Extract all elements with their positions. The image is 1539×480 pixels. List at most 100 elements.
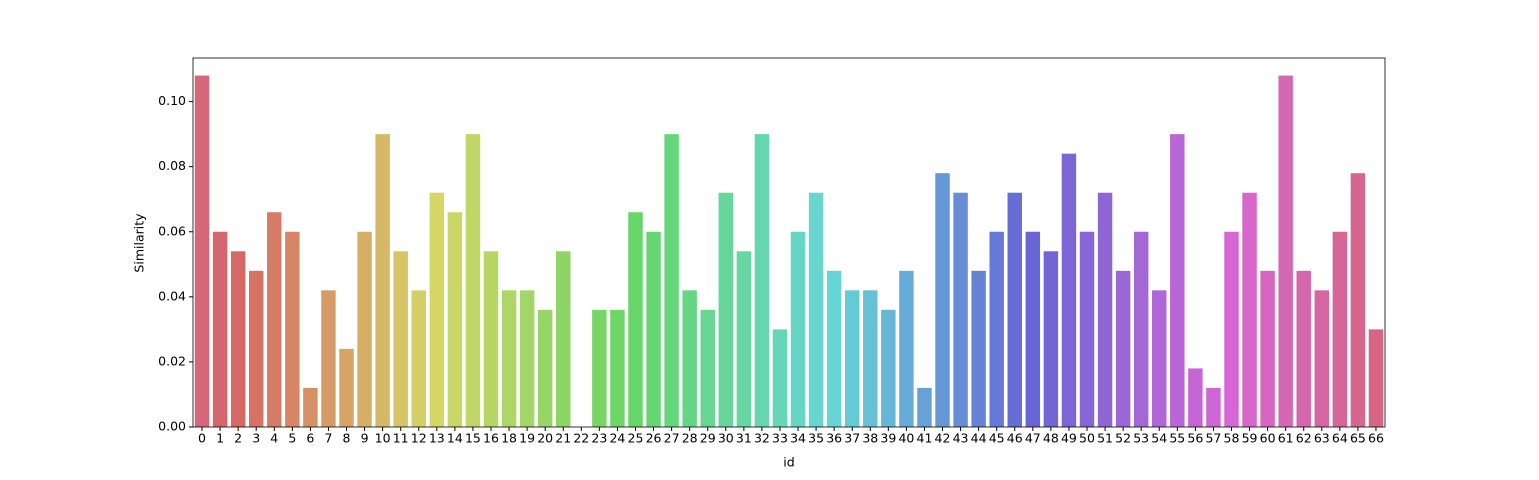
bar xyxy=(321,290,336,427)
x-tick-label: 11 xyxy=(393,431,409,446)
bar xyxy=(1350,173,1366,427)
x-tick-label: 47 xyxy=(1025,431,1041,446)
x-tick-label: 61 xyxy=(1278,431,1294,446)
bar xyxy=(1152,290,1167,427)
bar xyxy=(447,212,463,427)
bar xyxy=(1007,192,1022,427)
bar xyxy=(628,212,643,427)
x-tick-label: 50 xyxy=(1079,431,1095,446)
x-tick-label: 58 xyxy=(1224,431,1240,446)
bar xyxy=(519,290,535,427)
x-tick-label: 42 xyxy=(935,431,951,446)
x-tick-label: 20 xyxy=(537,431,553,446)
bar xyxy=(881,309,896,427)
bar xyxy=(808,192,824,427)
bar xyxy=(483,251,499,427)
bar xyxy=(1170,134,1185,427)
x-tick-label: 43 xyxy=(953,431,969,446)
x-tick-label: 3 xyxy=(252,431,260,446)
bar xyxy=(971,270,986,427)
x-tick-label: 28 xyxy=(682,431,698,446)
bar xyxy=(375,134,390,427)
x-tick-label: 33 xyxy=(772,431,788,446)
x-tick-label: 14 xyxy=(447,431,463,446)
x-tick-label: 53 xyxy=(1133,431,1149,446)
bar xyxy=(501,290,517,427)
x-tick-label: 41 xyxy=(917,431,933,446)
bar xyxy=(1097,192,1113,427)
bar xyxy=(682,290,697,427)
bar xyxy=(664,134,679,427)
y-tick-label: 0.08 xyxy=(158,158,186,173)
x-tick-label: 30 xyxy=(718,431,734,446)
x-tick-label: 60 xyxy=(1260,431,1276,446)
bar xyxy=(899,270,914,427)
x-tick-label: 65 xyxy=(1350,431,1366,446)
y-tick-label: 0.06 xyxy=(158,223,186,238)
x-tick-label: 57 xyxy=(1205,431,1221,446)
bar xyxy=(772,329,788,427)
x-tick-label: 31 xyxy=(736,431,752,446)
x-axis-label: id xyxy=(783,455,794,470)
x-tick-label: 16 xyxy=(483,431,499,446)
bar xyxy=(592,309,607,427)
bar xyxy=(285,231,300,427)
x-tick-label: 46 xyxy=(1007,431,1023,446)
bar xyxy=(646,231,661,427)
bar xyxy=(537,309,553,427)
x-tick-label: 39 xyxy=(880,431,896,446)
x-tick-label: 63 xyxy=(1314,431,1330,446)
x-tick-label: 15 xyxy=(465,431,481,446)
x-tick-label: 4 xyxy=(270,431,278,446)
x-tick-label: 8 xyxy=(343,431,351,446)
bar xyxy=(1043,251,1059,427)
bar xyxy=(230,251,246,427)
bar xyxy=(863,290,878,427)
x-tick-label: 55 xyxy=(1169,431,1185,446)
x-tick-label: 51 xyxy=(1097,431,1113,446)
x-tick-label: 45 xyxy=(989,431,1005,446)
x-tick-label: 1 xyxy=(216,431,224,446)
bar xyxy=(556,251,571,427)
x-tick-label: 7 xyxy=(324,431,332,446)
bar xyxy=(429,192,445,427)
x-tick-label: 64 xyxy=(1332,431,1348,446)
x-tick-label: 5 xyxy=(288,431,296,446)
x-tick-label: 0 xyxy=(198,431,206,446)
bar xyxy=(1115,270,1131,427)
x-tick-label: 12 xyxy=(411,431,427,446)
x-tick-label: 36 xyxy=(826,431,842,446)
y-axis-label: Similarity xyxy=(132,213,147,273)
bar xyxy=(790,231,806,427)
x-tick-label: 37 xyxy=(844,431,860,446)
bar xyxy=(736,251,752,427)
bar xyxy=(1061,153,1077,427)
bar xyxy=(1278,75,1293,428)
x-tick-label: 19 xyxy=(519,431,535,446)
x-tick-label: 49 xyxy=(1061,431,1077,446)
bar xyxy=(1133,231,1149,427)
bar xyxy=(1242,192,1257,427)
axes-frame xyxy=(192,57,1386,428)
x-tick-label: 38 xyxy=(862,431,878,446)
bar xyxy=(610,309,625,427)
bar xyxy=(1206,387,1221,427)
bar xyxy=(754,134,770,427)
x-tick-label: 62 xyxy=(1296,431,1312,446)
x-tick-label: 10 xyxy=(375,431,391,446)
bar xyxy=(1224,231,1239,427)
x-tick-label: 44 xyxy=(971,431,987,446)
y-tick-label: 0.00 xyxy=(158,419,186,434)
x-tick-label: 32 xyxy=(754,431,770,446)
bar xyxy=(1332,231,1348,427)
bar xyxy=(194,75,210,428)
x-tick-label: 9 xyxy=(361,431,369,446)
x-tick-label: 54 xyxy=(1151,431,1167,446)
x-tick-label: 26 xyxy=(646,431,662,446)
bar xyxy=(935,173,950,427)
x-tick-label: 27 xyxy=(664,431,680,446)
x-tick-label: 48 xyxy=(1043,431,1059,446)
y-tick-label: 0.04 xyxy=(158,288,186,303)
x-tick-label: 40 xyxy=(898,431,914,446)
